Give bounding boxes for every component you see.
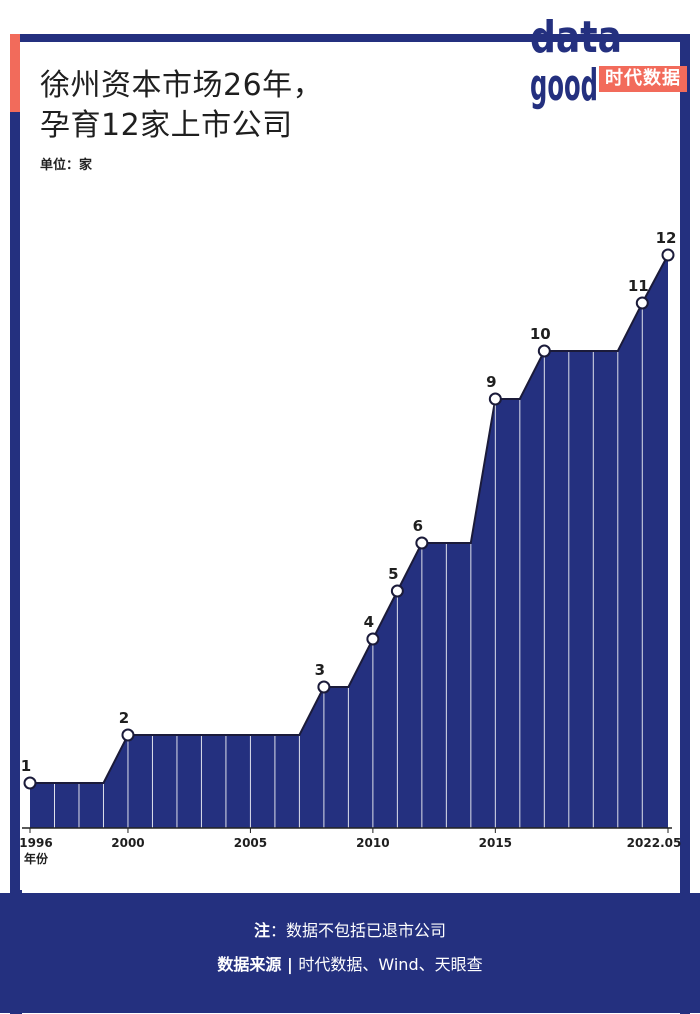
data-label: 12	[656, 229, 677, 247]
datagood-logo: data good	[530, 12, 622, 110]
note-separator: ：	[269, 921, 286, 940]
data-point	[317, 680, 331, 694]
data-point	[415, 536, 429, 550]
x-tick-label: 1996	[19, 836, 52, 850]
area-fill	[30, 255, 668, 828]
data-label: 11	[628, 277, 649, 295]
data-point	[390, 584, 404, 598]
data-point	[121, 728, 135, 742]
logo-text-bottom: good	[530, 60, 598, 110]
data-label: 2	[119, 709, 129, 727]
frame-border-top	[10, 34, 690, 44]
source-text: 时代数据、Wind、天眼查	[298, 955, 483, 974]
data-label: 10	[530, 325, 551, 343]
x-tick-label: 2015	[479, 836, 512, 850]
series-line	[30, 254, 669, 784]
x-tick-label: 2000	[111, 836, 144, 850]
frame-border-right	[680, 34, 690, 1014]
data-label: 6	[413, 517, 423, 535]
logo-badge: 时代数据	[599, 66, 687, 92]
note-text: 数据不包括已退市公司	[286, 921, 447, 940]
x-axis: 1996 2000 2005 2010 2015 2022.05 年份	[19, 827, 682, 866]
source-label: 数据来源	[217, 955, 282, 974]
frame-border-left	[10, 34, 22, 1014]
data-label: 5	[388, 565, 398, 583]
source-line: 数据来源 | 时代数据、Wind、天眼查	[0, 951, 700, 975]
footer: 注：数据不包括已退市公司 数据来源 | 时代数据、Wind、天眼查	[0, 893, 700, 1013]
data-point	[661, 248, 675, 262]
vertical-lines-layer	[53, 304, 643, 828]
data-label: 9	[486, 373, 496, 391]
data-point	[537, 344, 551, 358]
x-tick-label: 2005	[234, 836, 267, 850]
title-line-1: 徐州资本市场26年，	[40, 68, 324, 103]
x-tick-label: 2010	[356, 836, 389, 850]
chart-title: 徐州资本市场26年， 孕育12家上市公司	[40, 66, 520, 146]
data-point	[488, 392, 502, 406]
data-label: 3	[315, 661, 325, 679]
source-separator: |	[281, 955, 299, 974]
x-tick-label: 2022.05	[627, 836, 682, 850]
data-point	[23, 776, 37, 790]
data-point	[635, 296, 649, 310]
x-axis-title: 年份	[24, 851, 49, 866]
unit-label: 单位：家	[40, 158, 93, 173]
title-line-2: 孕育12家上市公司	[40, 108, 293, 143]
footnote: 注：数据不包括已退市公司	[0, 917, 700, 941]
note-label: 注	[253, 921, 270, 940]
data-label: 4	[364, 613, 374, 631]
logo-text-top: data	[530, 12, 622, 63]
data-label: 1	[21, 757, 31, 775]
area-layer	[30, 254, 669, 828]
accent-strip-left	[10, 34, 20, 112]
data-point	[366, 632, 380, 646]
